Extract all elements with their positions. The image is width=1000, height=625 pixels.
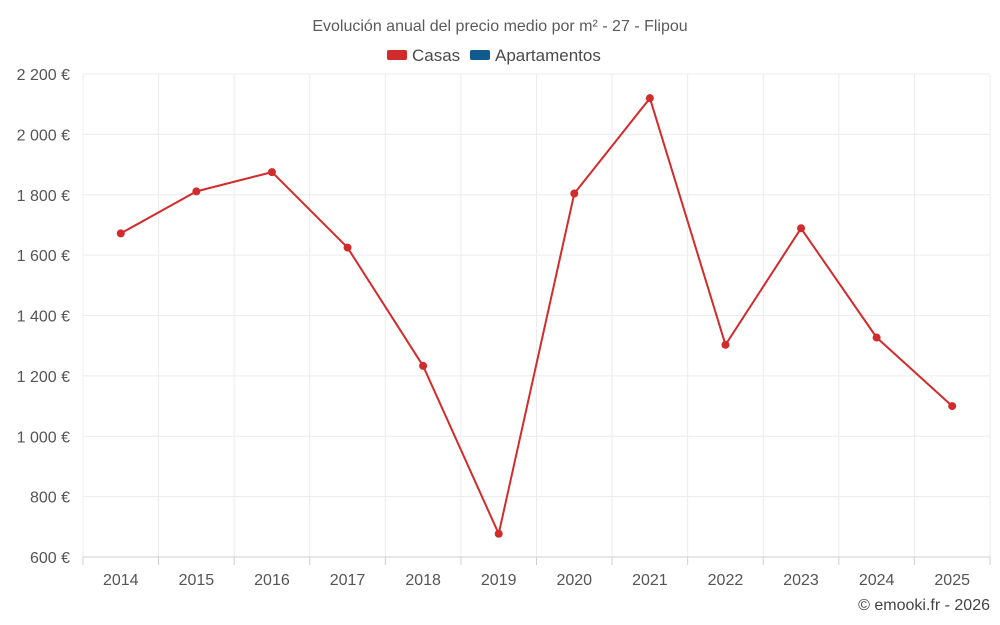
x-tick-label: 2014 xyxy=(103,572,139,589)
legend: Casas Apartamentos xyxy=(387,46,601,65)
data-point-casas[interactable] xyxy=(721,340,730,349)
credit-text: © emooki.fr - 2026 xyxy=(858,597,990,614)
y-tick-label: 1 800 € xyxy=(17,188,70,205)
data-point-casas[interactable] xyxy=(419,361,428,370)
data-point-casas[interactable] xyxy=(948,402,957,411)
x-tick-label: 2023 xyxy=(783,572,819,589)
x-tick-label: 2015 xyxy=(179,572,215,589)
legend-label-casas: Casas xyxy=(412,46,460,65)
axes: 600 € 800 € 1 000 € 1 200 € 1 400 € 1 600 € 1 … xyxy=(17,67,991,589)
legend-item-casas[interactable]: Casas xyxy=(387,46,460,65)
chart-title: Evolución anual del precio medio por m² … xyxy=(312,18,687,35)
y-tick-label: 1 400 € xyxy=(17,309,70,326)
grid xyxy=(82,73,991,557)
y-tick-label: 1 000 € xyxy=(17,429,70,446)
y-tick-label: 800 € xyxy=(30,490,70,507)
data-point-casas[interactable] xyxy=(192,187,201,196)
data-point-casas[interactable] xyxy=(797,224,806,233)
x-tick-label: 2024 xyxy=(859,572,895,589)
data-point-casas[interactable] xyxy=(494,529,503,538)
x-tick-label: 2016 xyxy=(254,572,290,589)
data-point-casas[interactable] xyxy=(116,229,125,238)
data-point-casas[interactable] xyxy=(645,94,654,103)
data-point-casas[interactable] xyxy=(267,168,276,177)
x-tick-label: 2025 xyxy=(934,572,970,589)
x-tick-label: 2018 xyxy=(405,572,441,589)
legend-item-apartamentos[interactable]: Apartamentos xyxy=(470,46,601,65)
x-tick-label: 2017 xyxy=(330,572,366,589)
data-point-casas[interactable] xyxy=(872,333,881,342)
series-casas xyxy=(116,94,957,538)
series-line-casas xyxy=(120,97,953,535)
y-tick-label: 2 200 € xyxy=(17,67,70,84)
x-tick-label: 2020 xyxy=(556,572,592,589)
y-tick-label: 1 200 € xyxy=(17,369,70,386)
y-tick-label: 600 € xyxy=(30,550,70,567)
data-point-casas[interactable] xyxy=(570,189,579,198)
data-point-casas[interactable] xyxy=(343,243,352,252)
legend-label-apartamentos: Apartamentos xyxy=(495,46,601,65)
x-tick-label: 2019 xyxy=(481,572,517,589)
x-tick-label: 2022 xyxy=(708,572,744,589)
y-tick-label: 2 000 € xyxy=(17,127,70,144)
legend-swatch-apartamentos xyxy=(470,50,490,60)
legend-swatch-casas xyxy=(387,50,407,60)
y-tick-label: 1 600 € xyxy=(17,248,70,265)
x-tick-label: 2021 xyxy=(632,572,668,589)
